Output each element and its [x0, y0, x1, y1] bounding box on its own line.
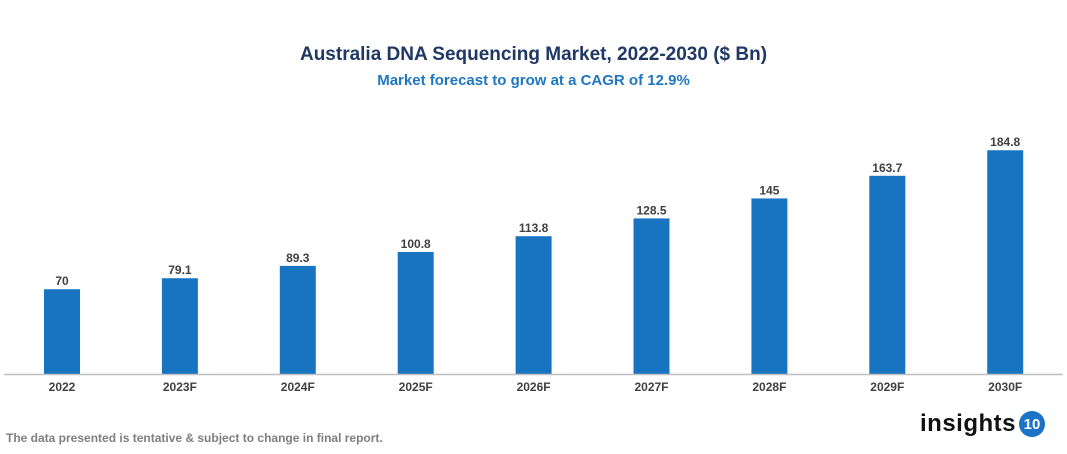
x-tick-label: 2023F [163, 380, 197, 394]
x-tick-label: 2025F [399, 380, 433, 394]
disclaimer-note: The data presented is tentative & subjec… [6, 431, 383, 445]
bar-2025F [397, 251, 434, 374]
bar-2028F [751, 198, 788, 374]
data-label: 163.7 [872, 161, 902, 175]
x-tick-label: 2028F [752, 380, 786, 394]
bar-2030F [987, 150, 1024, 374]
x-tick-label: 2029F [870, 380, 904, 394]
data-label: 113.8 [519, 221, 549, 235]
insights10-logo: insights 10 [920, 410, 1046, 438]
bar-2026F [515, 236, 552, 374]
data-label: 100.8 [401, 237, 431, 251]
bar-2023F [161, 278, 198, 374]
data-label: 128.5 [636, 203, 666, 217]
bar-2029F [869, 175, 906, 374]
data-label: 184.8 [990, 135, 1020, 149]
logo-text: insights [920, 410, 1017, 437]
x-tick-label: 2030F [988, 380, 1022, 394]
logo-badge: 10 [1019, 411, 1046, 437]
x-tick-label: 2022 [49, 380, 76, 394]
data-label: 70 [55, 274, 69, 288]
bar-2024F [279, 265, 316, 374]
x-tick-label: 2024F [281, 380, 315, 394]
x-tick-label: 2026F [517, 380, 551, 394]
bar-2027F [633, 218, 670, 374]
chart-title: Australia DNA Sequencing Market, 2022-20… [299, 44, 768, 65]
data-label: 79.1 [168, 263, 192, 277]
data-label: 145 [759, 183, 779, 197]
x-tick-label: 2027F [634, 380, 668, 394]
bar-2022 [44, 289, 80, 374]
data-label: 89.3 [286, 251, 310, 265]
chart-subtitle: Market forecast to grow at a CAGR of 12.… [377, 72, 690, 89]
